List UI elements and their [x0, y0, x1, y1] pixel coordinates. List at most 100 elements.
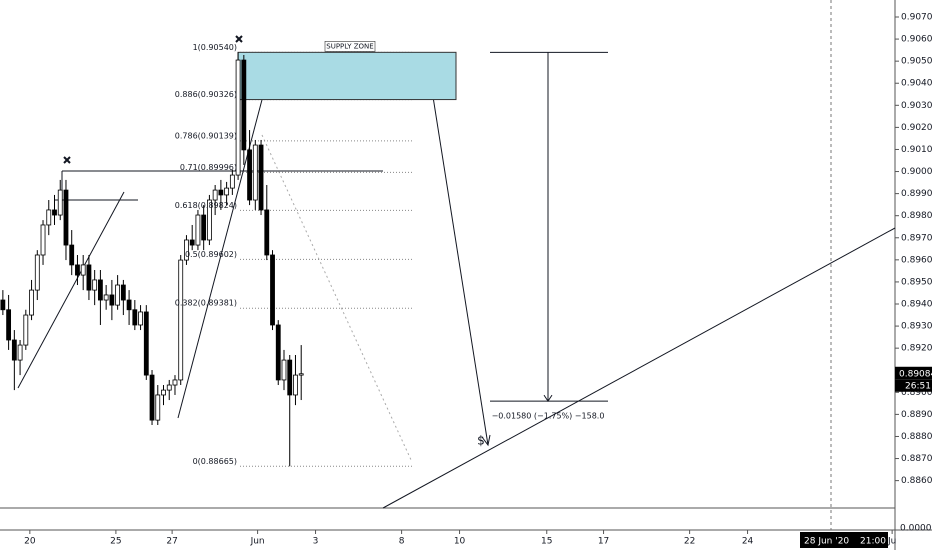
fib-label: 0.618(0.89824)	[175, 201, 237, 210]
candle-body	[149, 374, 155, 421]
candle-body	[109, 294, 115, 306]
candle-body	[97, 279, 103, 301]
candle-body	[229, 174, 235, 189]
candles	[0, 52, 304, 467]
candle-body	[63, 189, 69, 246]
countdown-box	[895, 379, 932, 392]
candle-body	[201, 214, 207, 241]
candle-body	[34, 254, 40, 291]
candle-body	[264, 209, 270, 256]
x-tick-label: 27	[166, 537, 177, 547]
candle-body	[40, 224, 46, 256]
candle-body	[247, 149, 252, 201]
candle-body	[75, 264, 80, 276]
labels: 1(0.90540) 0.886(0.90326) 0.786(0.90139) 0.…	[175, 41, 932, 548]
candle-body	[172, 379, 178, 386]
x-tick-label: 25	[110, 537, 121, 547]
candle-body	[132, 309, 138, 326]
price-box	[895, 366, 932, 380]
x-tick-label: 22	[684, 537, 695, 547]
candle-body	[126, 299, 132, 311]
candle-body	[206, 199, 212, 241]
candle-body	[218, 189, 224, 196]
candle-body	[298, 373, 304, 376]
crosshair-date-box	[800, 532, 888, 548]
arrow-head	[481, 434, 491, 447]
x-tick-label: 20	[24, 537, 36, 547]
crosshair-date: 28 Jun '20	[804, 537, 849, 547]
x-tick-label: 24	[742, 537, 754, 547]
zone-layer	[237, 51, 608, 467]
candle-body	[80, 264, 86, 276]
candle-body	[6, 309, 12, 341]
candle-body	[29, 289, 34, 316]
candle-body	[258, 144, 264, 211]
candle-body	[235, 59, 241, 176]
candle-body	[23, 314, 29, 346]
crosshair-time: 21:00	[860, 537, 886, 547]
candle-body	[69, 244, 75, 266]
candle-body	[17, 344, 23, 361]
x-tick-label: 8	[399, 537, 405, 547]
candle-body	[293, 374, 298, 396]
fib-label: 0.382(0.89381)	[175, 299, 237, 308]
trend-line	[17, 191, 125, 389]
last-price: 0.89084	[899, 369, 932, 379]
x-tick-label: Ju	[887, 537, 896, 547]
fib-label: 0.886(0.90326)	[175, 90, 237, 99]
zone-label: SUPPLY ZONE	[326, 42, 373, 50]
candle-body	[184, 239, 189, 261]
trend-line	[177, 76, 269, 419]
x-tick-label: 3	[313, 537, 319, 547]
zone-label-box	[324, 41, 376, 52]
candle-body	[103, 294, 109, 301]
candle-body	[46, 209, 52, 226]
candle-body	[275, 324, 281, 381]
candle-body	[241, 59, 247, 151]
candle-body	[161, 389, 166, 396]
candle-body	[224, 187, 230, 196]
candle-body	[166, 384, 172, 391]
fib-label: 1(0.90540)	[193, 43, 237, 52]
fib-label: 0(0.88665)	[193, 457, 237, 466]
measure-arrow-head	[543, 394, 553, 403]
candle-body	[212, 189, 218, 201]
candle-body	[287, 359, 293, 396]
candle-body	[120, 284, 126, 301]
trend-line	[382, 227, 896, 509]
candle-body	[281, 359, 287, 381]
countdown: 26:51	[905, 381, 931, 391]
x-marker	[63, 156, 71, 164]
x-marker	[235, 35, 243, 43]
x-tick-label: 17	[598, 537, 609, 547]
arrow-line	[427, 64, 489, 446]
candle-body	[115, 284, 121, 306]
drawings	[17, 0, 896, 530]
fib-label: 0.786(0.90139)	[175, 131, 237, 140]
candle-body	[86, 264, 92, 291]
candle-body	[270, 254, 275, 326]
candle-body	[11, 339, 17, 361]
candle-body	[178, 259, 184, 381]
candle-body	[138, 311, 143, 326]
